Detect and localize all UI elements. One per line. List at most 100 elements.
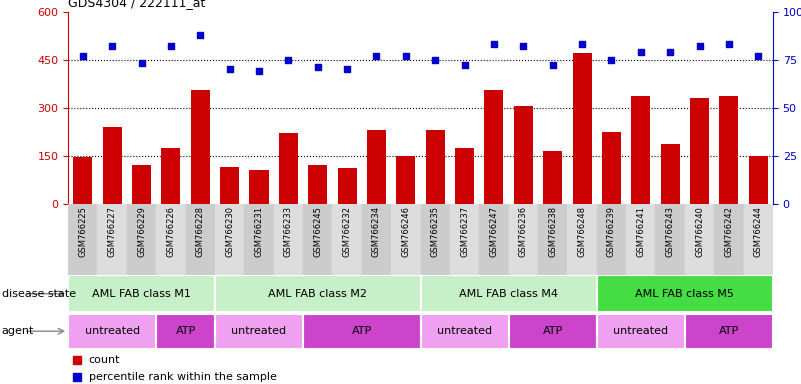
Point bbox=[312, 64, 324, 70]
Text: GSM766226: GSM766226 bbox=[167, 206, 175, 257]
Point bbox=[76, 53, 89, 59]
Bar bbox=[602, 131, 621, 204]
Text: ATP: ATP bbox=[542, 326, 563, 336]
Point bbox=[576, 41, 589, 47]
Bar bbox=[509, 204, 538, 275]
Bar bbox=[450, 204, 479, 275]
Bar bbox=[509, 314, 597, 349]
Text: GSM766245: GSM766245 bbox=[313, 206, 322, 257]
Text: GSM766239: GSM766239 bbox=[607, 206, 616, 257]
Text: percentile rank within the sample: percentile rank within the sample bbox=[89, 372, 276, 382]
Text: untreated: untreated bbox=[614, 326, 668, 336]
Bar bbox=[68, 314, 156, 349]
Bar bbox=[274, 204, 303, 275]
Bar bbox=[191, 90, 210, 204]
Text: GSM766230: GSM766230 bbox=[225, 206, 234, 257]
Text: GSM766246: GSM766246 bbox=[401, 206, 410, 257]
Point bbox=[282, 56, 295, 63]
Bar bbox=[685, 204, 714, 275]
Bar bbox=[362, 204, 391, 275]
Point bbox=[723, 41, 735, 47]
Point bbox=[164, 43, 177, 49]
Text: GSM766232: GSM766232 bbox=[343, 206, 352, 257]
Text: GSM766242: GSM766242 bbox=[724, 206, 734, 257]
Bar bbox=[597, 314, 685, 349]
Bar bbox=[73, 157, 92, 204]
Point bbox=[194, 31, 207, 38]
Point bbox=[252, 68, 265, 74]
Text: GSM766237: GSM766237 bbox=[460, 206, 469, 257]
Bar bbox=[279, 133, 298, 204]
Bar bbox=[690, 98, 709, 204]
Text: GSM766248: GSM766248 bbox=[578, 206, 586, 257]
Bar bbox=[156, 204, 186, 275]
Bar bbox=[714, 204, 743, 275]
Bar bbox=[421, 204, 450, 275]
Point bbox=[664, 49, 677, 55]
Bar bbox=[543, 151, 562, 204]
Bar bbox=[303, 204, 332, 275]
Text: GSM766225: GSM766225 bbox=[78, 206, 87, 257]
Bar bbox=[626, 204, 655, 275]
Text: GSM766229: GSM766229 bbox=[137, 206, 146, 257]
Text: AML FAB class M1: AML FAB class M1 bbox=[92, 289, 191, 299]
Point bbox=[106, 43, 119, 49]
Bar bbox=[631, 96, 650, 204]
Text: GSM766233: GSM766233 bbox=[284, 206, 293, 257]
Text: GSM766241: GSM766241 bbox=[636, 206, 646, 257]
Bar bbox=[215, 204, 244, 275]
Text: GSM766236: GSM766236 bbox=[519, 206, 528, 257]
Text: ATP: ATP bbox=[175, 326, 195, 336]
Bar bbox=[573, 53, 592, 204]
Text: GSM766228: GSM766228 bbox=[195, 206, 205, 257]
Text: GSM766244: GSM766244 bbox=[754, 206, 763, 257]
Bar bbox=[719, 96, 739, 204]
Bar bbox=[367, 130, 386, 204]
Bar bbox=[303, 314, 421, 349]
Bar bbox=[597, 204, 626, 275]
Text: ATP: ATP bbox=[352, 326, 372, 336]
Point bbox=[634, 49, 647, 55]
Bar bbox=[332, 204, 362, 275]
Bar bbox=[103, 127, 122, 204]
Bar bbox=[68, 275, 215, 312]
Point bbox=[605, 56, 618, 63]
Bar bbox=[661, 144, 680, 204]
Text: untreated: untreated bbox=[437, 326, 492, 336]
Bar bbox=[421, 314, 509, 349]
Bar bbox=[220, 167, 239, 204]
Point bbox=[546, 62, 559, 68]
Point bbox=[340, 66, 353, 72]
Point bbox=[370, 53, 383, 59]
Text: untreated: untreated bbox=[231, 326, 287, 336]
Text: disease state: disease state bbox=[2, 289, 76, 299]
Text: GSM766243: GSM766243 bbox=[666, 206, 674, 257]
Point bbox=[429, 56, 441, 63]
Bar bbox=[337, 168, 356, 204]
Bar bbox=[425, 130, 445, 204]
Text: untreated: untreated bbox=[85, 326, 139, 336]
Point bbox=[517, 43, 529, 49]
Bar bbox=[156, 314, 215, 349]
Text: agent: agent bbox=[2, 326, 34, 336]
Bar bbox=[68, 204, 98, 275]
Text: AML FAB class M5: AML FAB class M5 bbox=[635, 289, 735, 299]
Bar bbox=[421, 275, 597, 312]
Text: GSM766231: GSM766231 bbox=[255, 206, 264, 257]
Bar bbox=[655, 204, 685, 275]
Point bbox=[693, 43, 706, 49]
Text: AML FAB class M4: AML FAB class M4 bbox=[459, 289, 558, 299]
Text: GDS4304 / 222111_at: GDS4304 / 222111_at bbox=[68, 0, 206, 9]
Point bbox=[400, 53, 413, 59]
Text: GSM766234: GSM766234 bbox=[372, 206, 381, 257]
Text: GSM766238: GSM766238 bbox=[548, 206, 557, 257]
Bar bbox=[396, 156, 416, 204]
Text: ATP: ATP bbox=[718, 326, 739, 336]
Bar bbox=[244, 204, 274, 275]
Bar bbox=[538, 204, 567, 275]
Text: GSM766247: GSM766247 bbox=[489, 206, 498, 257]
Point bbox=[752, 53, 765, 59]
Text: count: count bbox=[89, 355, 120, 365]
Text: GSM766240: GSM766240 bbox=[695, 206, 704, 257]
Point bbox=[135, 60, 148, 66]
